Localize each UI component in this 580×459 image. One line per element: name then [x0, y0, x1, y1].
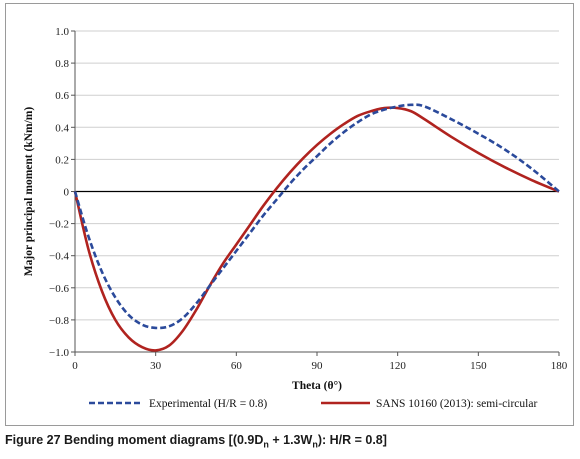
caption-text-pre: Bending moment diagrams [(0.9D: [60, 433, 264, 447]
caption-text-post: ): H/R = 0.8]: [317, 433, 387, 447]
x-tick-label: 0: [72, 360, 78, 372]
y-tick-label: 0.8: [55, 58, 69, 70]
legend-label-sans: SANS 10160 (2013): semi-circular: [376, 398, 537, 410]
y-tick-label: 0.6: [55, 90, 69, 102]
y-tick-label: 0: [64, 187, 70, 199]
y-axis-label: Major principal moment (kNm/m): [23, 107, 35, 277]
caption-sub-2: n: [312, 439, 318, 450]
y-tick-label: −0.6: [49, 283, 69, 295]
y-tick-label: 1.0: [55, 26, 69, 38]
x-tick-label: 120: [389, 360, 406, 372]
y-tick-label: −0.4: [49, 251, 69, 263]
chart-frame: 1.0 0.8 0.6 0.4 0.2 0 −0.2 −0.4 −0.6 −0.8 −1.0 0 30…: [5, 3, 574, 426]
series-line-experimental: [73, 103, 560, 330]
grid-lines: [75, 30, 559, 353]
x-tick-label: 180: [551, 360, 568, 372]
legend: Experimental (H/R = 0.8) SANS 10160 (201…: [89, 398, 537, 410]
x-tick-label: 90: [312, 360, 324, 372]
caption-sub-1: n: [263, 439, 269, 450]
series-lines: [73, 103, 560, 352]
caption-text-mid: + 1.3W: [268, 433, 313, 447]
series-line-sans: [73, 106, 560, 352]
caption-label: Figure 27: [5, 433, 61, 447]
x-tick-label: 150: [470, 360, 487, 372]
x-tick-label: 60: [231, 360, 243, 372]
y-tick-label: 0.4: [55, 122, 69, 134]
x-tick-label: 30: [150, 360, 162, 372]
y-tick-label: −0.8: [49, 315, 69, 327]
y-tick-labels: 1.0 0.8 0.6 0.4 0.2 0 −0.2 −0.4 −0.6 −0.8 −1.0: [49, 26, 69, 359]
bending-moment-chart: 1.0 0.8 0.6 0.4 0.2 0 −0.2 −0.4 −0.6 −0.8 −1.0 0 30…: [23, 26, 568, 410]
figure-caption: Figure 27 Bending moment diagrams [(0.9D…: [5, 433, 387, 450]
axes: [71, 30, 560, 356]
x-tick-labels: 0 30 60 90 120 150 180: [72, 360, 568, 372]
legend-label-experimental: Experimental (H/R = 0.8): [149, 398, 267, 410]
y-tick-label: −0.2: [49, 219, 69, 231]
x-axis-label: Theta (θ°): [292, 380, 342, 392]
y-tick-label: 0.2: [55, 154, 69, 166]
y-tick-label: −1.0: [49, 347, 69, 359]
